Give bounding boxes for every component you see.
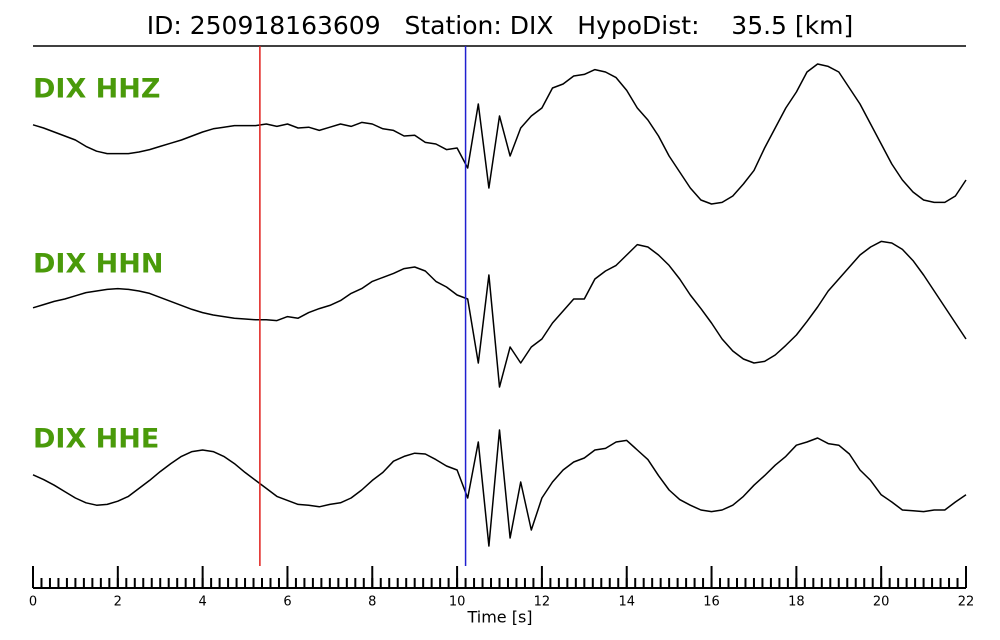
x-tick-label: 20 bbox=[873, 595, 890, 610]
trace-name: DIX HHZ bbox=[33, 74, 160, 105]
x-tick-label: 8 bbox=[368, 595, 376, 610]
trace bbox=[32, 240, 967, 388]
x-tick-label: 18 bbox=[788, 595, 805, 610]
trace bbox=[32, 429, 967, 547]
trace-name: DIX HHE bbox=[33, 424, 159, 455]
x-axis-label: Time [s] bbox=[466, 608, 532, 627]
x-tick-label: 16 bbox=[703, 595, 720, 610]
x-tick-label: 22 bbox=[958, 595, 975, 610]
x-tick-label: 0 bbox=[29, 595, 37, 610]
x-tick-label: 14 bbox=[618, 595, 635, 610]
x-tick-label: 10 bbox=[449, 595, 466, 610]
x-tick-label: 6 bbox=[283, 595, 291, 610]
chart-title: ID: 250918163609 Station: DIX HypoDist: … bbox=[147, 11, 853, 40]
x-tick-label: 2 bbox=[114, 595, 122, 610]
trace bbox=[32, 63, 967, 205]
trace-name: DIX HHN bbox=[33, 249, 163, 280]
x-tick-label: 4 bbox=[198, 595, 206, 610]
x-tick-label: 12 bbox=[534, 595, 551, 610]
